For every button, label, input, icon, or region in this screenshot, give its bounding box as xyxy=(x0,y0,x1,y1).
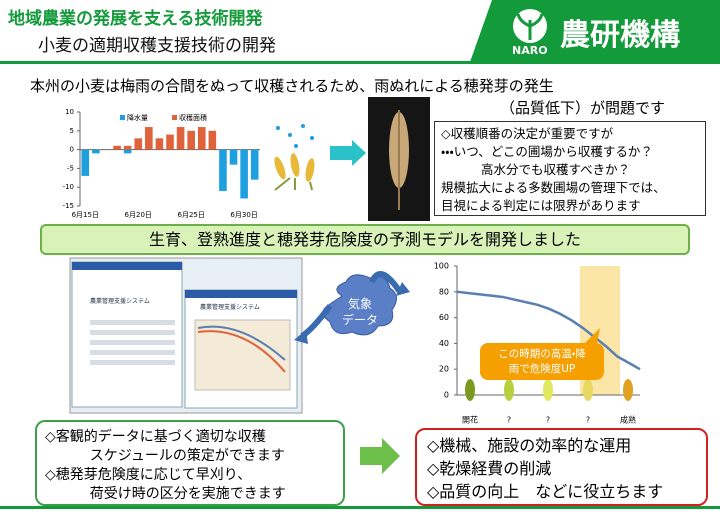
cloud-line: 気象 xyxy=(347,297,372,311)
bar xyxy=(250,149,259,180)
bar xyxy=(134,138,143,150)
callout-box xyxy=(480,343,604,380)
x-tick-label: 6月25日 xyxy=(177,211,204,219)
bar xyxy=(219,149,227,191)
bar xyxy=(113,145,121,150)
banner: 生育、登熟進度と穂発芽危険度の予測モデルを開発しました xyxy=(40,224,690,255)
legend-swatch xyxy=(120,115,125,120)
text-line: ・・・いつ、どこの圃場から収穫するか？ xyxy=(441,144,653,159)
app-title: 農業管理支援システム xyxy=(200,304,260,311)
bar xyxy=(176,127,185,150)
bar xyxy=(240,149,248,199)
bar xyxy=(187,130,195,150)
bar xyxy=(166,134,174,150)
stage-icon xyxy=(543,379,553,401)
y-tick-label: -15 xyxy=(63,202,74,210)
text-line: 荷受け時の区分を実施できます xyxy=(89,486,286,502)
bar xyxy=(197,127,206,150)
text-line: ◇乾燥経費の削減 xyxy=(427,459,552,478)
y-tick-label: 40 xyxy=(439,339,449,348)
callout-pointer xyxy=(585,328,600,343)
stage-label: 成熟 xyxy=(620,415,636,425)
bar xyxy=(81,149,90,176)
stage-icon xyxy=(623,379,633,401)
stage-label: 開花 xyxy=(462,415,478,425)
app-title: 農業管理支援システム xyxy=(90,298,150,305)
bar xyxy=(123,145,132,150)
stage-label: ? xyxy=(507,416,511,425)
stage-label: ? xyxy=(586,416,590,425)
problem-box: ◇収穫順番の決定が重要ですが・・・いつ、どこの圃場から収穫するか？ 高水分でも収穫… xyxy=(434,121,706,216)
cloud-line: データ xyxy=(341,313,378,327)
legend-label: 降水量 xyxy=(127,113,148,122)
stage-icon xyxy=(504,379,514,401)
intro-line: 本州の小麦は梅雨の合間をぬって収穫されるため、雨ぬれによる穂発芽の発生 xyxy=(30,77,554,95)
y-tick-label: 80 xyxy=(439,287,449,296)
x-tick-label: 6月20日 xyxy=(125,211,152,219)
x-tick-label: 6月15日 xyxy=(72,211,99,219)
bar xyxy=(123,149,132,154)
cloud-text: 気象 データ xyxy=(335,296,385,328)
y-tick-label: 0 xyxy=(444,391,449,400)
x-tick-label: 6月30日 xyxy=(230,211,257,219)
bar xyxy=(92,149,100,154)
y-tick-label: 20 xyxy=(439,365,449,374)
subtitle: 小麦の適期収穫支援技術の開発 xyxy=(38,36,276,56)
text-line: ◇機械、施設の効率的な運用 xyxy=(427,436,632,455)
y-tick-label: -10 xyxy=(63,183,74,191)
bar xyxy=(155,138,164,150)
logo-sub: NARO xyxy=(512,44,548,57)
text-line: 高水分でも収穫すべきか？ xyxy=(481,162,631,177)
text-line: 目視による判定には限界があります xyxy=(441,198,641,213)
rain-chart: 10 5 0 -5 -10 -15 降水量 収穫面積 6月15日 6月20日 6月25日 6月30日 xyxy=(63,108,260,219)
legend-label: 収穫面積 xyxy=(179,113,207,122)
merit-right-box: ◇機械、施設の効率的な運用 ◇乾燥経費の削減 ◇品質の向上 などに役立ちます xyxy=(415,428,708,506)
y-tick-label: 60 xyxy=(439,313,449,322)
y-tick-label: 0 xyxy=(70,146,74,154)
text-line: ◇穂発芽危険度に応じて早刈り、 xyxy=(45,467,252,483)
intro-line: （品質低下）が問題です xyxy=(500,99,666,117)
bar xyxy=(229,149,238,165)
text-line: スケジュールの策定ができます xyxy=(89,448,285,464)
merit-left-box: ◇客観的データに基づく適切な収穫スケジュールの策定ができます ◇穂発芽危険度に応じ… xyxy=(35,420,345,506)
y-tick-label: -5 xyxy=(67,164,74,172)
stage-icon xyxy=(583,379,593,401)
bar xyxy=(145,127,153,150)
title: 地域農業の発展を支える技術開発 xyxy=(8,9,263,29)
risk-line xyxy=(456,290,641,371)
callout-text: この時期の高温・降 xyxy=(498,347,586,360)
logo: 農研機構 xyxy=(560,18,680,53)
bar xyxy=(208,130,217,150)
callout-text: 雨で危険度UP xyxy=(509,362,576,375)
y-tick-label: 5 xyxy=(70,127,74,135)
y-tick-label: 10 xyxy=(65,108,74,116)
text-line: ◇客観的データに基づく適切な収穫 xyxy=(45,429,266,445)
text-line: ◇品質の向上 などに役立ちます xyxy=(427,482,664,501)
text-line: 規模拡大による多数圃場の管理下では、 xyxy=(441,180,666,195)
y-tick-label: 100 xyxy=(434,262,449,271)
legend-swatch xyxy=(172,115,177,120)
stage-label: ? xyxy=(546,416,550,425)
text-line: ◇収穫順番の決定が重要ですが xyxy=(441,126,614,141)
stage-icon xyxy=(465,379,475,401)
